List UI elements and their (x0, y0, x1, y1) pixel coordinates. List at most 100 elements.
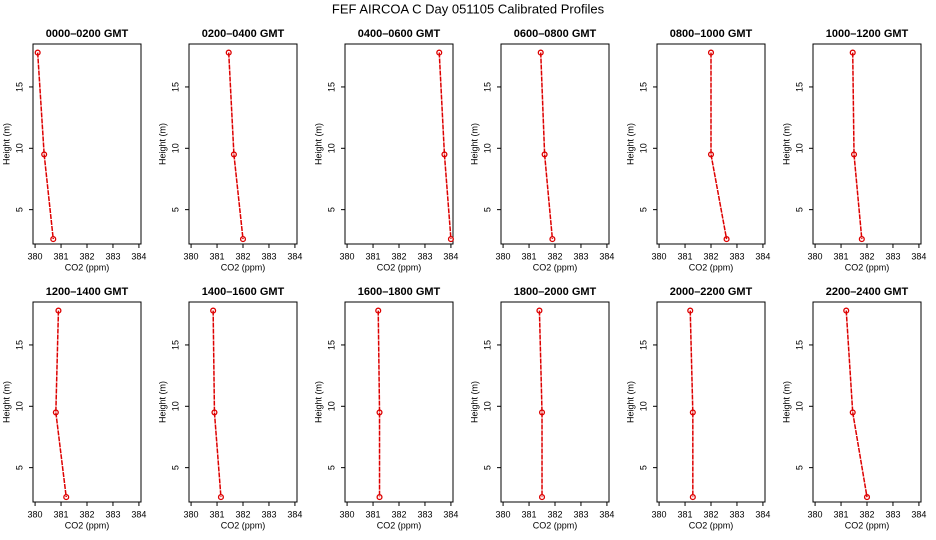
x-axis-label: CO2 (ppm) (845, 262, 890, 272)
panel: 2200–2400 GMT 380 381 382 383 384 5 10 15 CO2 (pp… (781, 286, 926, 530)
y-axis-label: Height (m) (1, 381, 11, 423)
x-tick-label: 384 (443, 251, 458, 261)
profile-point (55, 307, 62, 314)
y-tick-label: 15 (638, 340, 648, 350)
y-tick-label: 10 (794, 143, 804, 153)
x-tick-label: 383 (885, 251, 900, 261)
y-axis-label: Height (m) (157, 381, 167, 423)
y-tick-label: 15 (794, 82, 804, 92)
x-tick-label: 383 (417, 509, 432, 519)
y-tick-label: 10 (170, 401, 180, 411)
profile-point (63, 494, 70, 501)
x-axis-label: CO2 (ppm) (221, 262, 266, 272)
y-axis-label: Height (m) (625, 381, 635, 423)
panel: 0400–0600 GMT 380 381 382 383 384 5 10 15 CO2 (pp… (313, 28, 458, 272)
plot-frame (344, 43, 454, 245)
y-tick-label: 5 (794, 207, 804, 212)
y-axis-label: Height (m) (1, 123, 11, 165)
x-axis-label: CO2 (ppm) (689, 262, 734, 272)
x-tick-label: 384 (599, 509, 614, 519)
panel-title: 0800–1000 GMT (670, 28, 753, 40)
x-tick-label: 382 (391, 509, 406, 519)
panel-title: 1200–1400 GMT (46, 286, 129, 298)
profile-point (843, 307, 850, 314)
x-tick-label: 381 (834, 251, 849, 261)
x-tick-label: 382 (703, 509, 718, 519)
plot-frame (344, 301, 454, 503)
x-tick-label: 384 (599, 251, 614, 261)
x-tick-label: 380 (184, 251, 199, 261)
x-tick-label: 381 (522, 509, 537, 519)
plot-frame (188, 43, 298, 245)
profile-point (441, 151, 448, 158)
panel: 0200–0400 GMT 380 381 382 383 384 5 10 15 CO2 (pp… (157, 28, 302, 272)
y-tick-label: 5 (482, 207, 492, 212)
x-tick-label: 380 (652, 251, 667, 261)
x-tick-label: 383 (573, 509, 588, 519)
profile-point (863, 494, 871, 501)
profile-point (687, 307, 694, 314)
x-tick-label: 381 (678, 251, 693, 261)
x-tick-label: 384 (911, 251, 926, 261)
x-tick-label: 381 (54, 251, 69, 261)
x-tick-label: 384 (287, 251, 302, 261)
panel-title: 2200–2400 GMT (826, 286, 909, 298)
y-axis-label: Height (m) (313, 381, 323, 423)
x-tick-label: 384 (755, 251, 770, 261)
y-tick-label: 5 (170, 465, 180, 470)
x-tick-label: 380 (28, 509, 43, 519)
profile-point (210, 307, 217, 314)
profile-line (538, 310, 543, 498)
y-tick-label: 5 (326, 207, 336, 212)
x-tick-label: 380 (184, 509, 199, 519)
profile-point (447, 236, 454, 243)
y-tick-label: 10 (326, 143, 336, 153)
y-tick-label: 10 (794, 401, 804, 411)
x-tick-label: 380 (808, 251, 823, 261)
x-tick-label: 381 (522, 251, 537, 261)
panel: 1000–1200 GMT 380 381 382 383 384 5 10 15 CO2 (pp… (781, 28, 926, 272)
x-axis-label: CO2 (ppm) (65, 520, 110, 530)
x-axis-label: CO2 (ppm) (65, 262, 110, 272)
panel: 0800–1000 GMT 380 381 382 383 384 5 10 15 CO2 (pp… (625, 28, 770, 272)
y-tick-label: 15 (638, 82, 648, 92)
x-tick-label: 380 (340, 509, 355, 519)
y-axis-label: Height (m) (469, 381, 479, 423)
profile-point (41, 151, 48, 158)
x-axis-label: CO2 (ppm) (377, 520, 422, 530)
profile-point (849, 49, 856, 56)
panel-title: 1400–1600 GMT (202, 286, 285, 298)
profile-point (549, 236, 556, 243)
profile-point (541, 151, 548, 158)
y-tick-label: 5 (14, 207, 24, 212)
y-tick-label: 10 (482, 401, 492, 411)
x-tick-label: 380 (340, 251, 355, 261)
profile-point (50, 236, 57, 243)
profile-point (225, 49, 232, 56)
profile-point (239, 236, 247, 243)
panel: 0600–0800 GMT 380 381 382 383 384 5 10 15 CO2 (pp… (469, 28, 614, 272)
figure-title: FEF AIRCOA C Day 051105 Calibrated Profi… (332, 1, 605, 16)
y-tick-label: 10 (638, 143, 648, 153)
plot-frame (500, 301, 610, 503)
y-tick-label: 15 (482, 340, 492, 350)
plot-frame (32, 43, 142, 245)
x-tick-label: 384 (911, 509, 926, 519)
x-tick-label: 380 (496, 509, 511, 519)
y-tick-label: 10 (170, 143, 180, 153)
y-axis-label: Height (m) (469, 123, 479, 165)
x-tick-label: 382 (703, 251, 718, 261)
x-tick-label: 383 (729, 251, 744, 261)
x-tick-label: 381 (366, 509, 381, 519)
x-tick-label: 383 (885, 509, 900, 519)
y-tick-label: 5 (794, 465, 804, 470)
profile-point (376, 494, 383, 501)
y-tick-label: 5 (638, 465, 648, 470)
x-tick-label: 380 (496, 251, 511, 261)
profile-point (723, 236, 730, 243)
y-tick-label: 5 (326, 465, 336, 470)
x-axis-label: CO2 (ppm) (845, 520, 890, 530)
plot-frame (656, 301, 766, 503)
profile-point (230, 151, 237, 158)
